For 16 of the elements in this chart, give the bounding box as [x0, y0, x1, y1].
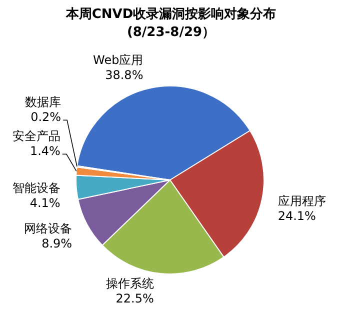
data-label: 24.1% — [278, 209, 316, 224]
data-label: 8.9% — [42, 236, 72, 251]
slice-label: 数据库 — [25, 95, 62, 110]
data-label: 0.2% — [30, 110, 62, 124]
chart-subtitle: (8/23-8/29） — [126, 25, 216, 40]
data-label: 1.4% — [30, 144, 60, 158]
data-label: 4.1% — [30, 196, 60, 210]
slice-label: 网络设备 — [24, 222, 72, 236]
data-label: 38.8% — [105, 68, 144, 82]
slice-label: 安全产品 — [12, 129, 60, 144]
slice-label: 操作系统 — [106, 276, 154, 291]
data-label: 22.5% — [116, 292, 154, 306]
slice-label: 应用程序 — [278, 194, 326, 208]
slice-label: Web应用 — [93, 53, 144, 68]
chart-title: 本周CNVD收录漏洞按影响对象分布 — [64, 6, 276, 22]
slice-label: 智能设备 — [12, 181, 60, 196]
